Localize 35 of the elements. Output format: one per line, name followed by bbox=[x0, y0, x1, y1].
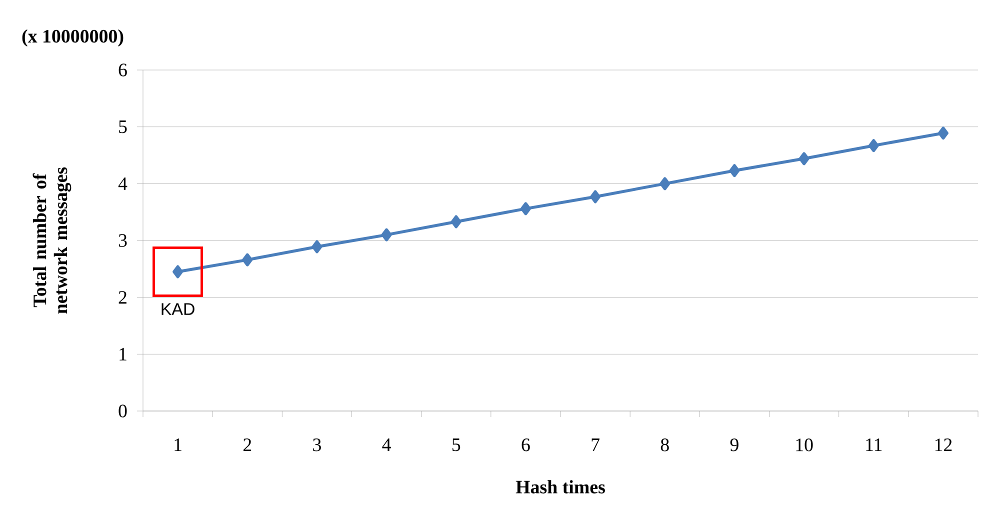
x-tick-label: 3 bbox=[313, 438, 321, 452]
point bbox=[938, 126, 948, 140]
y-tick-label: 2 bbox=[118, 291, 126, 304]
x-tick-label: 1 bbox=[174, 438, 182, 452]
x-tick-label: 12 bbox=[935, 438, 952, 452]
x-tick-label: 8 bbox=[660, 438, 669, 452]
x-tick-label: 9 bbox=[730, 438, 738, 452]
y-tick-label: 0 bbox=[118, 404, 127, 418]
y-tick-label: 5 bbox=[119, 120, 127, 134]
point bbox=[381, 228, 392, 242]
x-tick-label: 2 bbox=[243, 438, 252, 452]
point bbox=[590, 190, 601, 204]
point bbox=[729, 164, 740, 178]
point bbox=[172, 265, 184, 278]
point bbox=[450, 215, 462, 228]
x-tick-label: 11 bbox=[866, 438, 882, 452]
point bbox=[868, 139, 879, 152]
y-tick-label: 4 bbox=[118, 177, 128, 190]
x-tick-label: 10 bbox=[796, 438, 813, 452]
point bbox=[798, 152, 810, 166]
x-tick-label: 7 bbox=[592, 438, 600, 451]
point bbox=[660, 177, 670, 190]
x-tick-label: 6 bbox=[522, 438, 530, 452]
point bbox=[312, 240, 322, 254]
x-tick-label: 5 bbox=[452, 438, 460, 452]
x-axis-title: Hash times bbox=[516, 480, 605, 494]
x-tick-label: 4 bbox=[382, 438, 391, 451]
point bbox=[242, 253, 253, 266]
y-tick-label: 1 bbox=[120, 348, 126, 360]
y-axis-title: Total number of network messages bbox=[32, 167, 72, 314]
y-tick-label: 3 bbox=[118, 234, 127, 247]
text: (x 10000000) bbox=[22, 29, 124, 46]
y-tick-label: 6 bbox=[118, 64, 127, 76]
annotation: KAD bbox=[162, 303, 194, 315]
point bbox=[520, 202, 531, 216]
